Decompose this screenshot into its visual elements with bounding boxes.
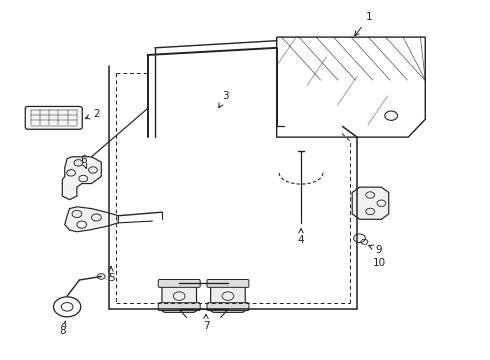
Text: 7: 7	[203, 314, 209, 331]
Text: 4: 4	[298, 229, 304, 246]
Text: 5: 5	[108, 267, 114, 283]
Polygon shape	[352, 187, 389, 219]
FancyBboxPatch shape	[211, 280, 245, 312]
Text: 6: 6	[80, 156, 87, 168]
Text: 3: 3	[219, 91, 229, 108]
FancyBboxPatch shape	[25, 107, 82, 129]
Text: 9: 9	[369, 245, 382, 255]
Text: 8: 8	[59, 321, 66, 337]
FancyBboxPatch shape	[162, 280, 196, 312]
Text: 2: 2	[85, 109, 99, 119]
FancyBboxPatch shape	[207, 279, 249, 287]
FancyBboxPatch shape	[158, 303, 200, 311]
Text: 10: 10	[372, 258, 386, 268]
Polygon shape	[65, 207, 118, 232]
FancyBboxPatch shape	[207, 303, 249, 311]
Polygon shape	[62, 157, 101, 200]
Text: 1: 1	[355, 13, 372, 36]
FancyBboxPatch shape	[158, 279, 200, 287]
Circle shape	[98, 274, 105, 279]
